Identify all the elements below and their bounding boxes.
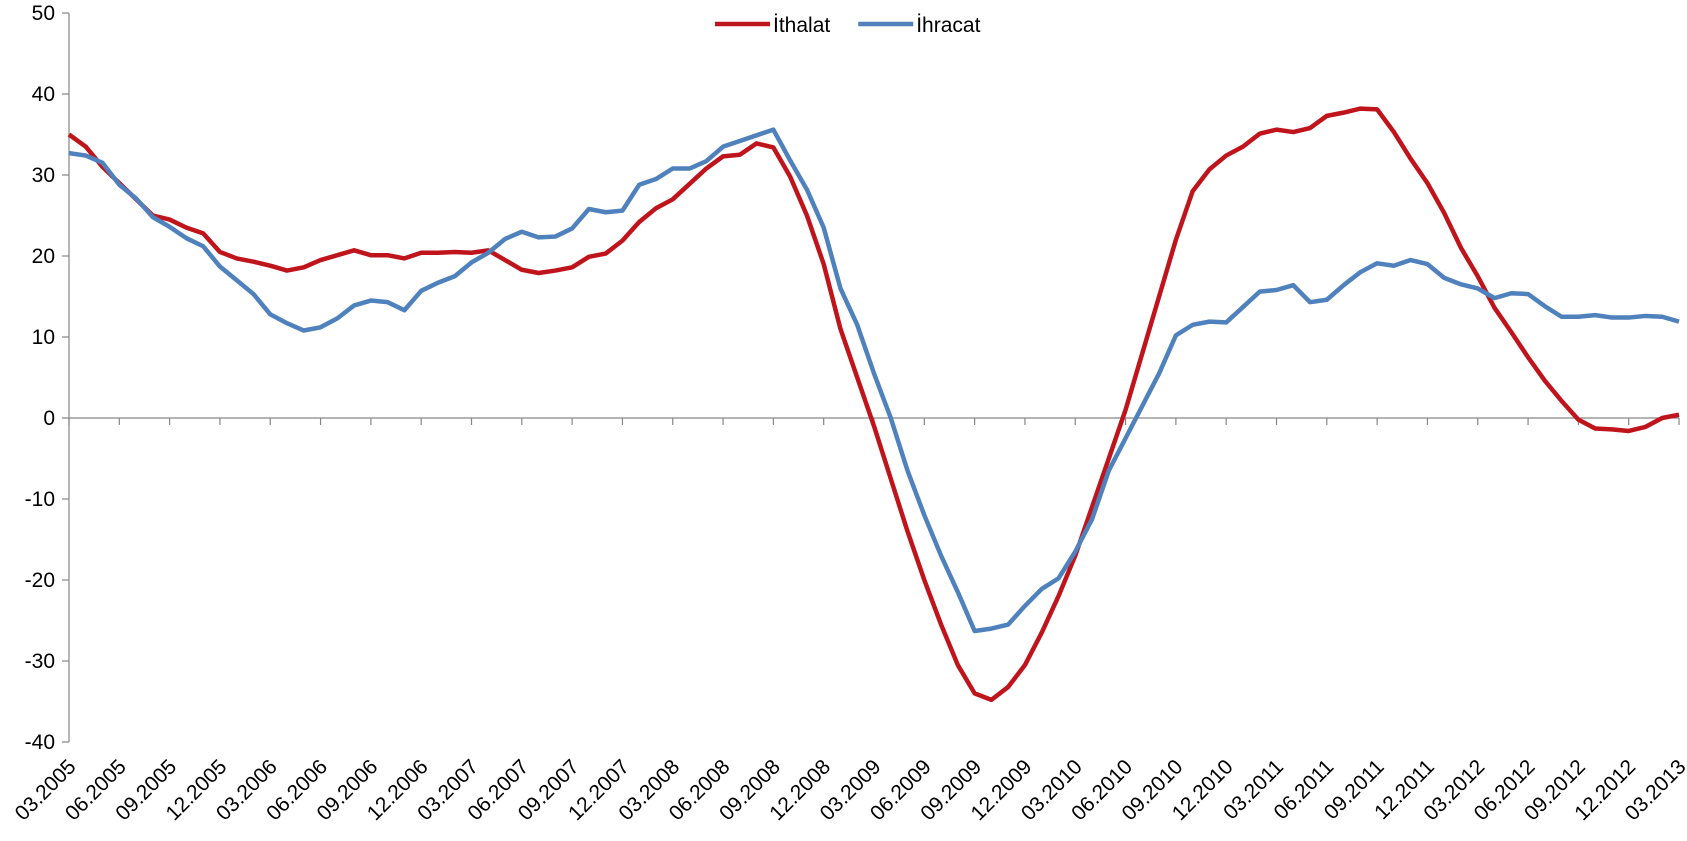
- y-tick-label: -40: [25, 731, 55, 754]
- y-tick-label: -30: [25, 650, 55, 673]
- legend-label: İthalat: [773, 14, 830, 37]
- y-tick-label: 50: [32, 2, 55, 25]
- series-line: [67, 106, 1680, 703]
- legend: İthalat İhracat: [715, 14, 981, 37]
- y-tick-label: 40: [32, 83, 55, 106]
- y-tick-label: -10: [25, 488, 55, 511]
- y-tick-label: 10: [32, 326, 55, 349]
- y-tick-label: 20: [32, 245, 55, 268]
- series-line: [68, 127, 1680, 634]
- y-tick-label: 0: [43, 407, 55, 430]
- y-tick-label: 30: [32, 164, 55, 187]
- y-tick-label: -20: [25, 569, 55, 592]
- legend-label: İhracat: [916, 14, 980, 37]
